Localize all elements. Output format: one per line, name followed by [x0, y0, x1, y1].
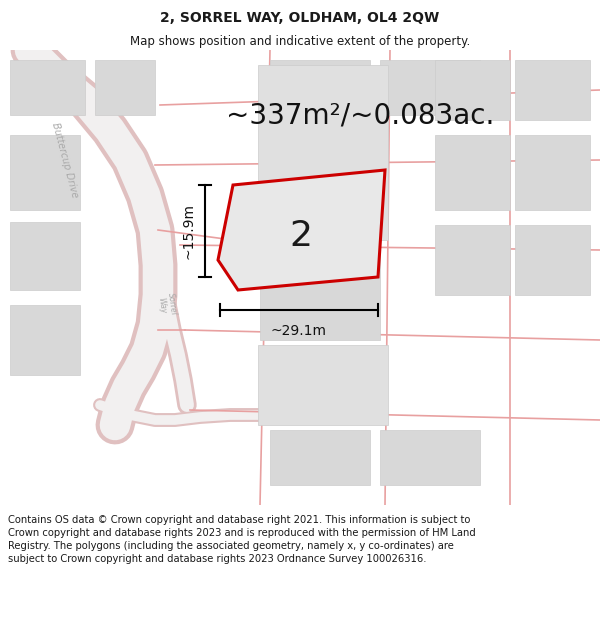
Bar [260, 350, 380, 420]
Polygon shape [218, 170, 385, 290]
Text: Map shows position and indicative extent of the property.: Map shows position and indicative extent… [130, 35, 470, 48]
Bar [380, 60, 480, 115]
Bar [270, 430, 370, 485]
Text: ~29.1m: ~29.1m [271, 324, 327, 338]
Bar [95, 60, 155, 115]
Bar [10, 305, 80, 375]
Bar [515, 135, 590, 210]
Bar [380, 430, 480, 485]
Bar [515, 60, 590, 120]
Text: 2: 2 [289, 219, 312, 253]
Bar [258, 65, 388, 240]
Text: Buttercup Drive: Buttercup Drive [50, 121, 80, 199]
Bar [435, 135, 510, 210]
Bar [260, 165, 380, 340]
Text: Contains OS data © Crown copyright and database right 2021. This information is : Contains OS data © Crown copyright and d… [8, 514, 476, 564]
Bar [258, 345, 388, 425]
Bar [10, 222, 80, 290]
Bar [270, 60, 370, 115]
Bar [435, 60, 510, 120]
Bar [10, 60, 85, 115]
Text: ~15.9m: ~15.9m [181, 203, 195, 259]
Bar [515, 225, 590, 295]
Bar [435, 225, 510, 295]
Text: 2, SORREL WAY, OLDHAM, OL4 2QW: 2, SORREL WAY, OLDHAM, OL4 2QW [160, 11, 440, 25]
Text: Sorrel
Way: Sorrel Way [156, 292, 178, 318]
Text: ~337m²/~0.083ac.: ~337m²/~0.083ac. [226, 101, 494, 129]
Bar [10, 135, 80, 210]
